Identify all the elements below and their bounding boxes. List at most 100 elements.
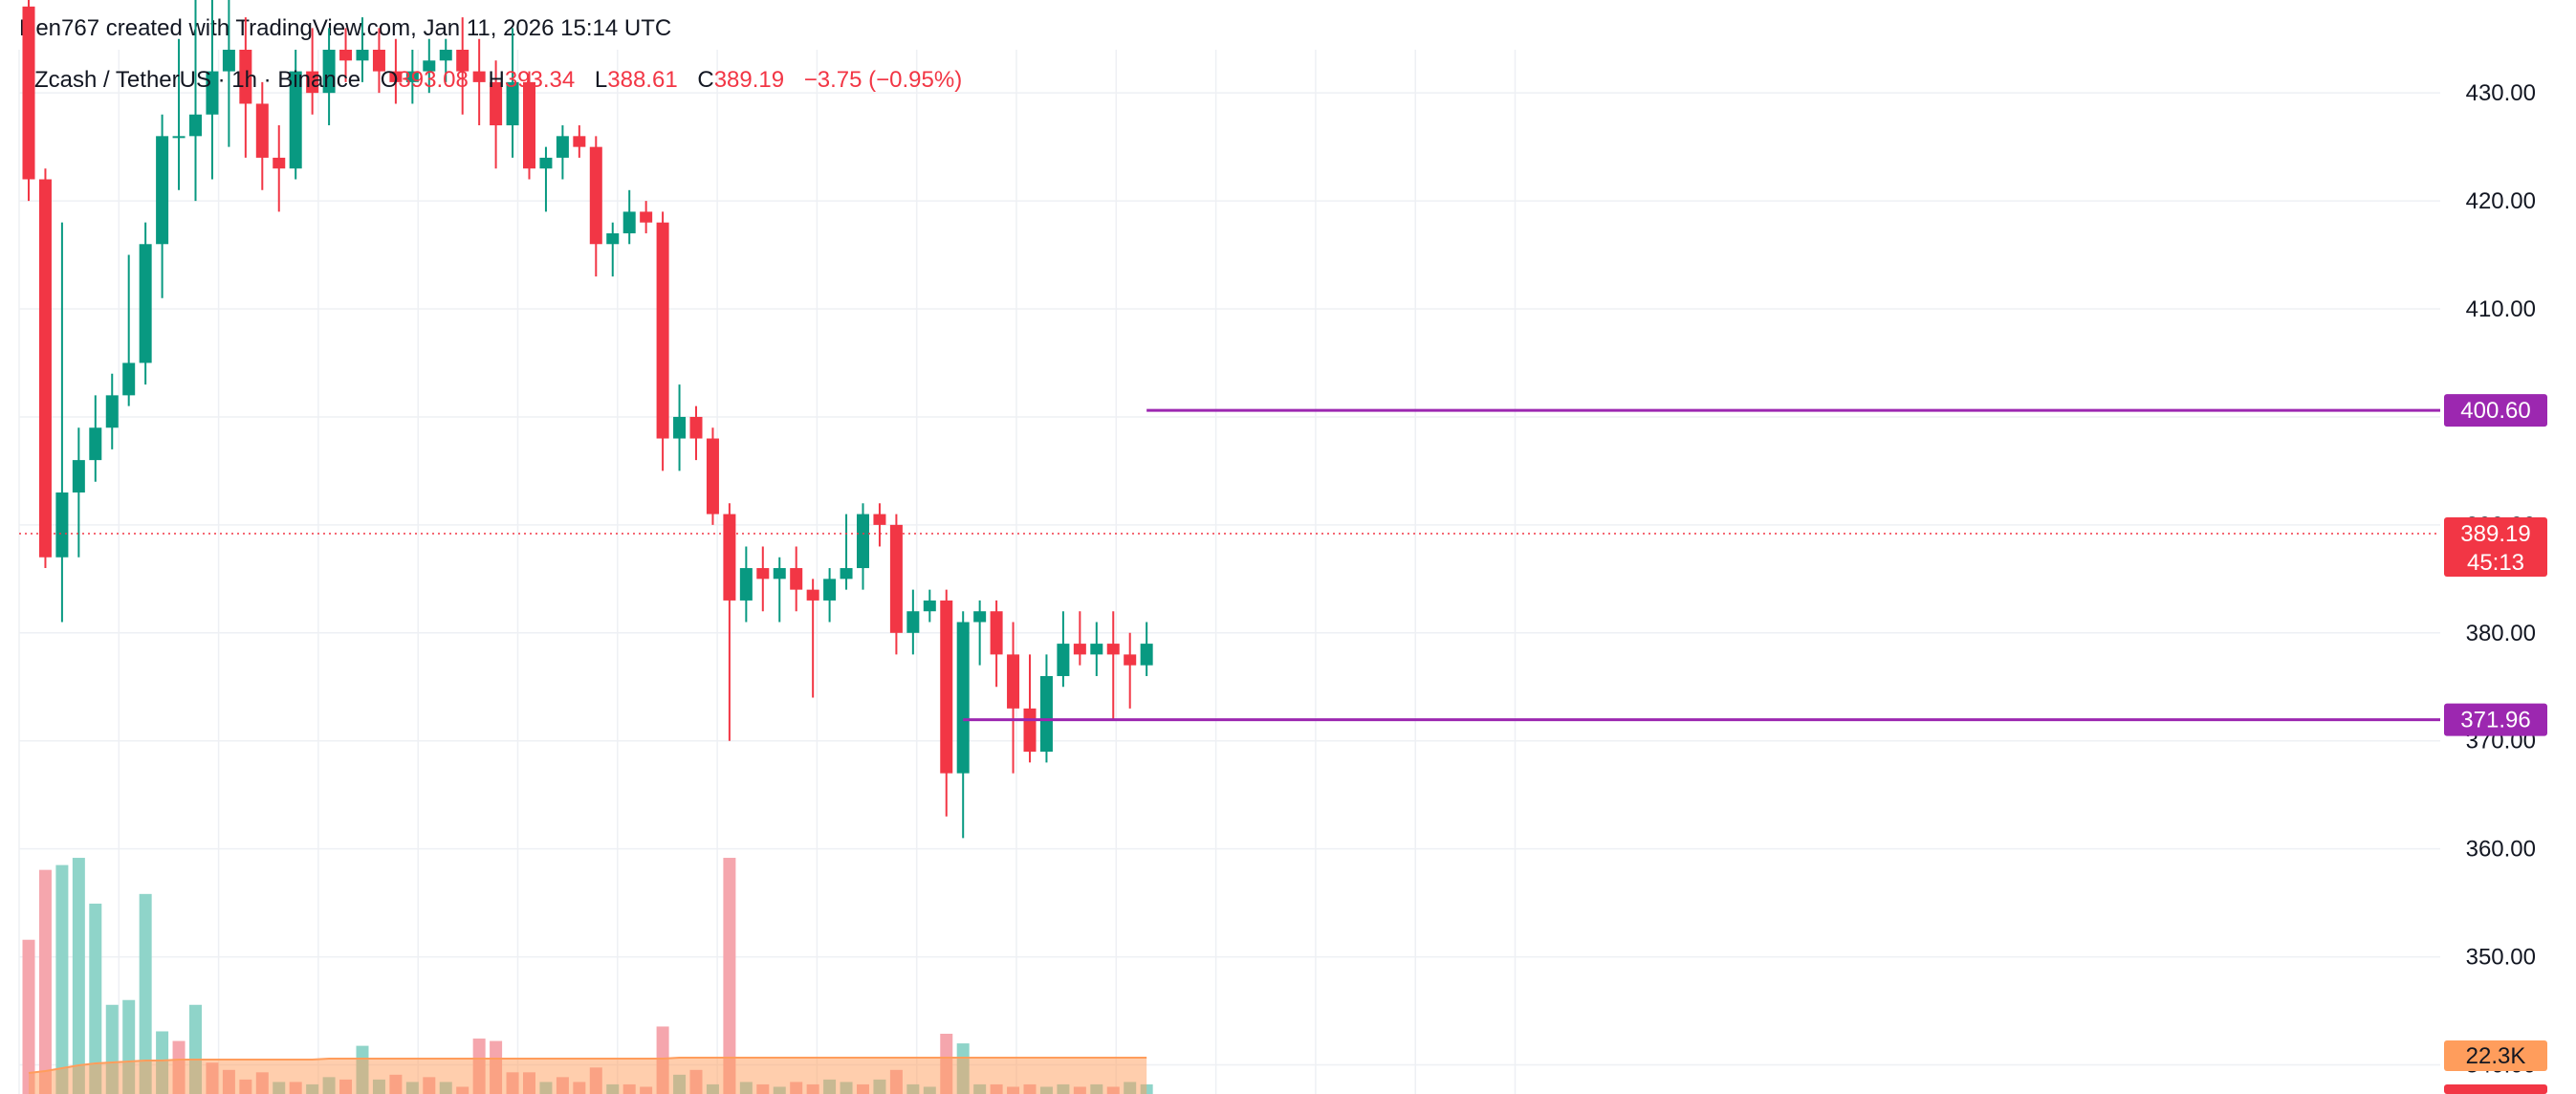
level-tag-text-1: 371.96 <box>2460 708 2530 733</box>
candle-body-32 <box>556 136 569 158</box>
candle-body-43 <box>739 568 753 601</box>
candle-body-18 <box>322 50 336 94</box>
level-tag-0 <box>2444 394 2547 427</box>
candle-body-41 <box>706 438 719 514</box>
candle-body-16 <box>289 71 302 169</box>
candle-body-11 <box>206 71 219 115</box>
candle-body-20 <box>356 50 369 61</box>
last-price-tag <box>2444 517 2547 578</box>
candle-body-45 <box>773 568 786 580</box>
candle-body-52 <box>889 524 903 633</box>
candle-body-5 <box>105 395 119 428</box>
candle-body-36 <box>622 211 636 233</box>
candlestick-series <box>22 0 1153 839</box>
y-tick-label-8: 420.00 <box>2466 188 2536 214</box>
volume-bar-7 <box>139 893 152 1094</box>
candle-body-49 <box>840 568 853 580</box>
candle-body-7 <box>139 244 152 363</box>
candle-body-15 <box>273 157 286 169</box>
close-label: C <box>697 67 714 93</box>
bottom-tag <box>2444 1084 2547 1094</box>
volume-bar-42 <box>723 858 736 1094</box>
candle-body-56 <box>956 622 970 774</box>
volume-tag <box>2444 1040 2547 1071</box>
volume-ma-line <box>28 1057 1147 1074</box>
candle-body-53 <box>906 611 920 633</box>
candle-body-29 <box>506 81 519 126</box>
candle-body-2 <box>55 492 69 558</box>
candle-body-63 <box>1073 644 1086 655</box>
candle-body-1 <box>38 179 52 558</box>
candle-body-59 <box>1007 654 1020 709</box>
candle-body-48 <box>823 579 837 601</box>
candle-body-57 <box>973 611 987 623</box>
price-axis: 340.00350.00360.00370.00380.00390.00400.… <box>2440 0 2576 1094</box>
volume-bars <box>22 858 1153 1094</box>
change-value: −3.75 (−0.95%) <box>803 67 963 93</box>
symbol-name[interactable]: Zcash / TetherUS · 1h · Binance <box>34 67 361 93</box>
close-value: 389.19 <box>713 67 785 93</box>
candle-body-51 <box>873 514 886 525</box>
candle-body-67 <box>1140 644 1153 666</box>
volume-bar-1 <box>38 869 52 1094</box>
y-tick-label-7: 410.00 <box>2466 296 2536 322</box>
level-tag-text-0: 400.60 <box>2460 398 2530 424</box>
volume-bar-4 <box>89 903 102 1094</box>
volume-bar-0 <box>22 939 35 1094</box>
candle-body-0 <box>22 6 35 180</box>
candle-body-21 <box>372 50 385 72</box>
candle-body-13 <box>239 50 252 104</box>
y-tick-label-2: 360.00 <box>2466 837 2536 863</box>
candle-body-37 <box>640 211 653 223</box>
candle-body-42 <box>723 514 736 601</box>
candle-body-26 <box>456 50 469 72</box>
candle-body-24 <box>423 60 436 72</box>
low-value: 388.61 <box>607 67 678 93</box>
candle-body-8 <box>156 136 169 245</box>
candle-body-22 <box>389 71 403 82</box>
volume-tag-text: 22.3K <box>2466 1043 2526 1069</box>
candle-body-50 <box>857 514 869 569</box>
y-tick-label-4: 380.00 <box>2466 621 2536 646</box>
last-price-tag-text: 389.19 <box>2460 521 2530 547</box>
candle-body-55 <box>940 600 953 774</box>
candle-body-47 <box>806 589 819 601</box>
candle-body-35 <box>606 232 620 245</box>
candle-body-54 <box>923 600 936 612</box>
volume-bar-2 <box>55 864 69 1094</box>
price-levels <box>19 408 2440 722</box>
candle-body-23 <box>405 71 419 82</box>
y-tick-label-1: 350.00 <box>2466 945 2536 971</box>
candle-body-14 <box>255 103 269 158</box>
candle-body-60 <box>1023 708 1037 753</box>
candle-body-65 <box>1106 644 1120 655</box>
chart-grid <box>18 50 2440 1094</box>
candle-body-44 <box>756 568 770 580</box>
open-value: 393.08 <box>398 67 469 93</box>
candle-body-64 <box>1090 644 1103 655</box>
open-label: O <box>380 67 399 93</box>
candle-body-33 <box>573 136 586 147</box>
candle-body-4 <box>89 427 102 461</box>
candle-body-62 <box>1057 644 1070 676</box>
candle-body-12 <box>222 50 235 72</box>
high-label: H <box>488 67 505 93</box>
countdown-text: 45:13 <box>2467 550 2524 576</box>
candle-body-3 <box>72 460 85 492</box>
candle-body-17 <box>306 71 319 94</box>
volume-bar-3 <box>72 858 85 1094</box>
candle-body-31 <box>539 157 553 169</box>
candle-body-10 <box>189 114 202 137</box>
low-label: L <box>594 67 608 93</box>
candle-body-28 <box>490 81 503 126</box>
volume-ma-area <box>29 1058 1147 1094</box>
level-tag-1 <box>2444 703 2547 736</box>
candle-body-61 <box>1039 675 1053 753</box>
candle-body-40 <box>689 416 703 439</box>
candle-body-30 <box>523 81 535 169</box>
candle-body-66 <box>1124 654 1137 666</box>
candle-body-46 <box>790 568 803 590</box>
candle-body-58 <box>990 611 1003 655</box>
symbol-legend[interactable]: Zcash / TetherUS · 1h · Binance O393.08 … <box>34 67 962 94</box>
